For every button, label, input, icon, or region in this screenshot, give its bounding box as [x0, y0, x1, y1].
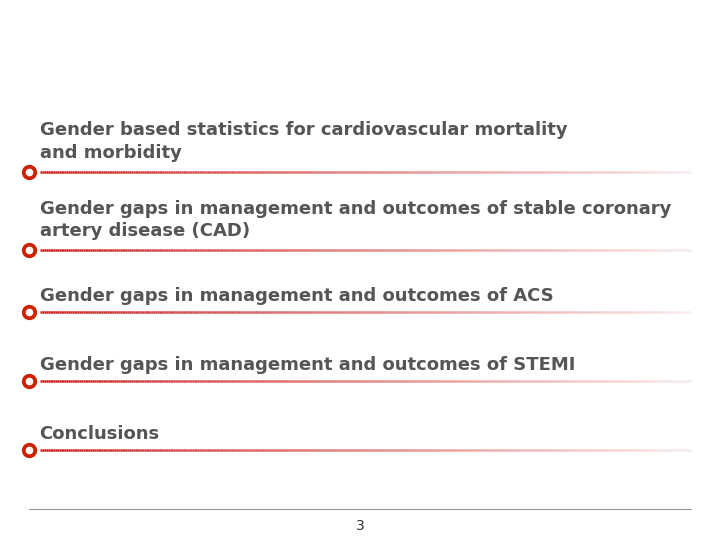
Text: Gender gaps in management and outcomes of ACS: Gender gaps in management and outcomes o… — [40, 287, 554, 305]
Text: 3: 3 — [356, 519, 364, 533]
Text: Gender gaps in management and outcomes of STEMI: Gender gaps in management and outcomes o… — [40, 356, 575, 374]
Text: Conclusions: Conclusions — [40, 425, 160, 443]
Text: Overview: Overview — [22, 38, 153, 62]
Text: Gender based statistics for cardiovascular mortality
and morbidity: Gender based statistics for cardiovascul… — [40, 122, 567, 161]
Text: Gender gaps in management and outcomes of stable coronary
artery disease (CAD): Gender gaps in management and outcomes o… — [40, 200, 671, 240]
